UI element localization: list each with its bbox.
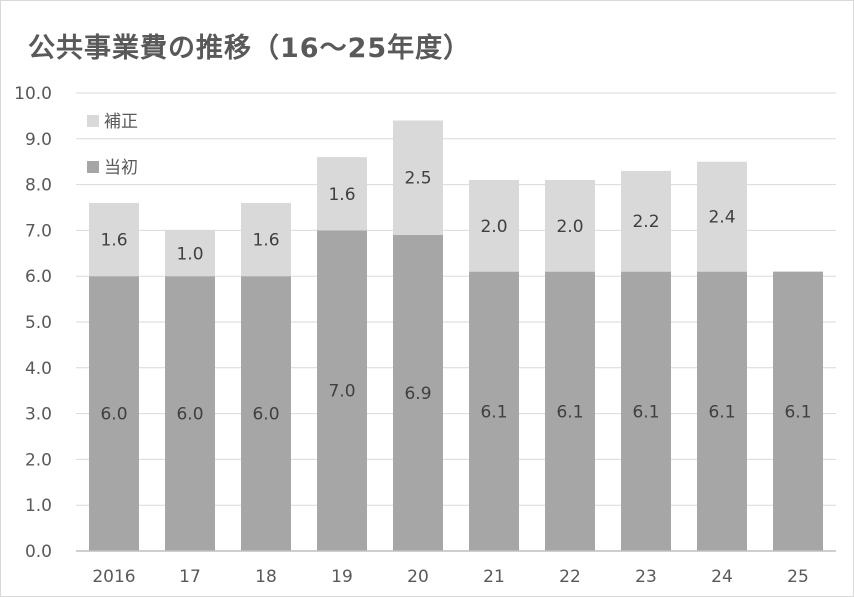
- legend-swatch: [87, 115, 99, 127]
- data-label-initial: 6.1: [632, 402, 659, 422]
- data-label-supplementary: 1.0: [176, 244, 203, 264]
- bar-supplementary-17: [165, 230, 215, 277]
- data-label-initial: 6.0: [252, 405, 279, 425]
- y-tick-label: 2.0: [25, 450, 52, 470]
- x-axis: 2016 17 18 19 20 21 22 23 24 25: [76, 550, 836, 587]
- bar-initial-18: [241, 276, 291, 551]
- data-label-initial: 6.1: [556, 402, 583, 422]
- bar-supplementary-18: [241, 202, 291, 277]
- x-tick-label: 25: [787, 567, 809, 587]
- chart-title: 公共事業費の推移（16～25年度）: [28, 33, 472, 64]
- x-tick-label: 18: [255, 567, 277, 587]
- data-label-supplementary: 1.6: [100, 231, 127, 251]
- bar-supplementary-2016: [89, 202, 139, 277]
- x-tick-label: 19: [331, 567, 353, 587]
- bar-initial-22: [545, 271, 595, 551]
- x-tick-label: 22: [559, 567, 581, 587]
- y-tick-label: 3.0: [25, 405, 52, 425]
- y-axis: 0.0 1.0 2.0 3.0 4.0 5.0 6.0 7.0 8.0 9.0 10.0: [14, 84, 52, 562]
- data-label-supplementary: 2.2: [632, 212, 659, 232]
- x-tick-label: 2016: [92, 567, 135, 587]
- data-label-initial: 6.1: [480, 402, 507, 422]
- bar-initial-23: [621, 271, 671, 551]
- data-label-initial: 7.0: [328, 382, 355, 402]
- y-tick-label: 7.0: [25, 221, 52, 241]
- bar-initial-20: [393, 234, 443, 552]
- bar-supplementary-23: [621, 170, 671, 272]
- y-tick-label: 6.0: [25, 267, 52, 287]
- data-label-supplementary: 1.6: [252, 231, 279, 251]
- y-tick-label: 4.0: [25, 359, 52, 379]
- data-label-supplementary: 2.5: [404, 169, 431, 189]
- x-tick-label: 20: [407, 567, 429, 587]
- bar-supplementary-19: [317, 157, 367, 231]
- bar-initial-19: [317, 230, 367, 551]
- bar-initial-21: [469, 271, 519, 551]
- legend-label: 補正: [104, 112, 138, 132]
- data-label-initial: 6.1: [784, 402, 811, 422]
- y-tick-label: 9.0: [25, 130, 52, 150]
- x-tick-label: 24: [711, 567, 733, 587]
- bar-initial-2016: [89, 276, 139, 551]
- bars: 6.0 1.6 6.0 1.0 6.0 1.6 7.0 1.6 6.9 2.5 6.1 2.0 6.1 2…: [89, 120, 823, 552]
- data-label-initial: 6.9: [404, 384, 431, 404]
- data-label-supplementary: 2.0: [480, 217, 507, 237]
- data-label-supplementary: 2.4: [708, 208, 735, 228]
- bar-supplementary-24: [697, 161, 747, 272]
- x-tick-label: 21: [483, 567, 505, 587]
- bar-initial-17: [165, 276, 215, 551]
- data-label-supplementary: 2.0: [556, 217, 583, 237]
- legend-swatch: [87, 161, 99, 173]
- data-label-initial: 6.1: [708, 402, 735, 422]
- x-tick-label: 23: [635, 567, 657, 587]
- bar-supplementary-21: [469, 180, 519, 272]
- y-tick-label: 5.0: [25, 313, 52, 333]
- y-tick-label: 8.0: [25, 176, 52, 196]
- data-label-initial: 6.0: [176, 405, 203, 425]
- y-tick-label: 10.0: [14, 84, 52, 104]
- bar-supplementary-20: [393, 120, 443, 235]
- bar-initial-25: [773, 271, 823, 551]
- y-tick-label: 0.0: [25, 542, 52, 562]
- bar-initial-24: [697, 271, 747, 551]
- legend-label: 当初: [104, 158, 138, 178]
- data-label-initial: 6.0: [100, 405, 127, 425]
- y-tick-label: 1.0: [25, 496, 52, 516]
- x-tick-label: 17: [179, 567, 201, 587]
- data-label-supplementary: 1.6: [328, 185, 355, 205]
- bar-supplementary-22: [545, 180, 595, 272]
